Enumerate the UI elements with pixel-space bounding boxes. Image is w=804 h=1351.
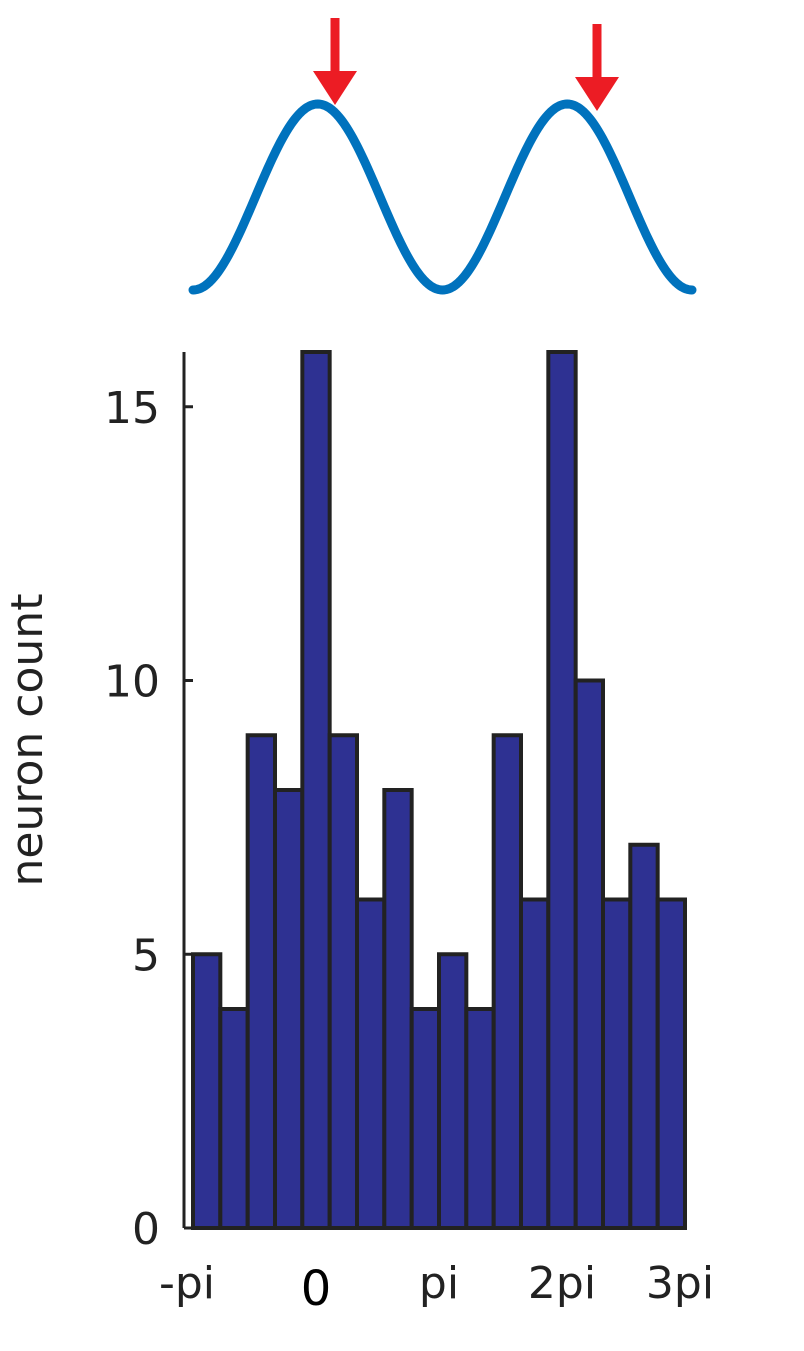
down-arrow-icon [575, 24, 619, 111]
y-tick-label: 10 [104, 657, 160, 708]
y-axis-label: neuron count [2, 594, 53, 887]
histogram-bar [464, 1007, 496, 1230]
histogram-bar [409, 1007, 442, 1230]
x-tick-label: 3pi [646, 1258, 714, 1309]
x-tick-label: pi [419, 1258, 459, 1309]
down-arrow-icon [313, 18, 357, 105]
peak-markers [313, 18, 619, 111]
x-tick-label: 2pi [528, 1258, 596, 1309]
histogram-bar [273, 788, 305, 1230]
x-tick-label: -pi [159, 1258, 215, 1309]
histogram-bar [300, 350, 332, 1230]
x-tick-labels: -pi 0 pi 2pi 3pi [159, 1258, 714, 1317]
histogram-bar [628, 842, 660, 1230]
histogram-bar [601, 897, 633, 1230]
y-tick-label: 0 [132, 1204, 160, 1255]
histogram-bar [519, 897, 551, 1230]
y-axis [182, 352, 193, 1230]
y-tick-label: 15 [104, 383, 160, 434]
histogram-bar [218, 1007, 250, 1230]
histogram-bar [382, 788, 414, 1230]
histogram-bar [655, 897, 687, 1230]
phase-waveform [188, 99, 697, 295]
y-tick-label: 5 [132, 930, 160, 981]
histogram-bars [191, 350, 687, 1230]
histogram-bar [437, 952, 469, 1230]
histogram-bar [191, 952, 223, 1230]
histogram-bar [546, 350, 578, 1230]
y-tick-labels: 0 5 10 15 [104, 383, 160, 1255]
cosine-wave-line [188, 99, 697, 295]
histogram-bar [573, 678, 605, 1230]
histogram-bar [355, 897, 387, 1230]
x-tick-label: 0 [301, 1261, 332, 1317]
histogram-bar [245, 733, 277, 1230]
histogram-bar [327, 733, 360, 1230]
histogram-bar [491, 733, 524, 1230]
